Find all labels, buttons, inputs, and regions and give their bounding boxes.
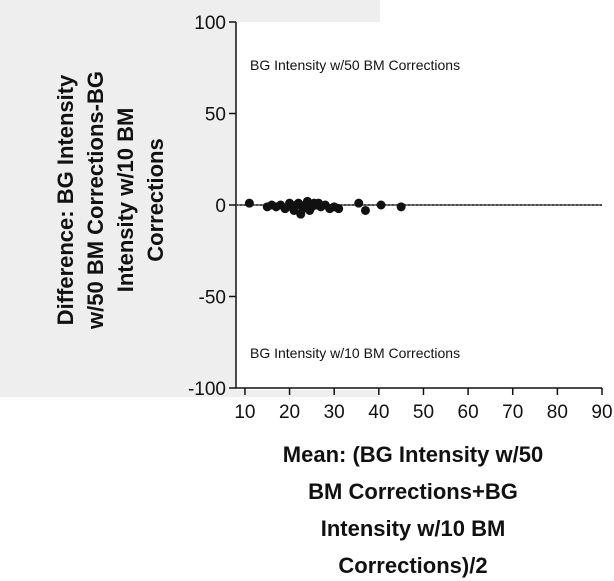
- x-tick-label: 70: [502, 402, 523, 423]
- x-axis-title-line: Intensity w/10 BM: [321, 516, 506, 541]
- x-axis-title: Mean: (BG Intensity w/50 BM Corrections+B…: [283, 442, 543, 578]
- data-point: [396, 202, 406, 212]
- data-point: [376, 200, 386, 210]
- x-tick-label: 10: [234, 402, 255, 423]
- y-tick-label: 50: [205, 105, 226, 126]
- y-tick-label: -100: [188, 379, 226, 400]
- x-axis-title-line: BM Corrections+BG: [308, 479, 518, 504]
- y-axis-title-line: Difference: BG Intensity: [53, 74, 78, 325]
- data-point: [354, 198, 364, 208]
- y-axis-title-line: w/50 BM Corrections-BG: [83, 71, 108, 330]
- y-axis-title: Difference: BG Intensity w/50 BM Correcti…: [53, 71, 168, 330]
- y-axis-title-line: Intensity w/10 BM: [113, 108, 138, 293]
- y-axis-title-line: Corrections: [143, 138, 168, 261]
- x-tick-label: 20: [279, 402, 300, 423]
- x-tick-label: 30: [324, 402, 345, 423]
- y-tick-label: -50: [199, 288, 226, 309]
- x-tick-label: 50: [413, 402, 434, 423]
- data-point: [244, 198, 254, 208]
- x-tick-label: 80: [547, 402, 568, 423]
- x-axis-ticks: 10 20 30 40 50 60 70 80 90: [234, 388, 613, 423]
- annotation-lower: BG Intensity w/10 BM Corrections: [250, 345, 460, 361]
- x-axis-title-line: Corrections)/2: [338, 553, 487, 578]
- x-tick-label: 40: [368, 402, 389, 423]
- y-tick-label: 0: [215, 196, 226, 217]
- y-axis-ticks: 100 50 0 -50 -100: [188, 13, 236, 400]
- x-tick-label: 90: [591, 402, 612, 423]
- annotation-upper: BG Intensity w/50 BM Corrections: [250, 57, 460, 73]
- data-points: [244, 196, 406, 219]
- x-axis-title-line: Mean: (BG Intensity w/50: [283, 442, 543, 467]
- y-tick-label: 100: [194, 13, 226, 34]
- x-tick-label: 60: [458, 402, 479, 423]
- data-point: [360, 205, 370, 215]
- data-point: [334, 204, 344, 214]
